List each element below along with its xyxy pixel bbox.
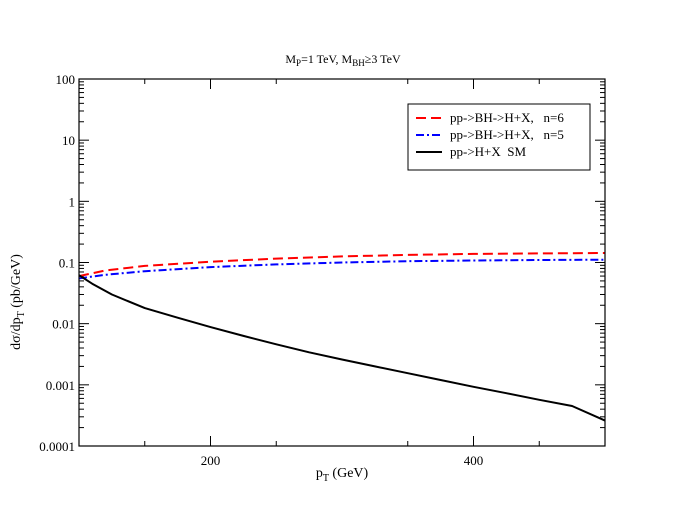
y-tick-label: 1 <box>69 194 76 209</box>
x-axis-label: pT (GeV) <box>316 466 369 484</box>
legend-box <box>407 103 591 171</box>
legend-label-n6: pp->BH->H+X, n=6 <box>450 110 564 125</box>
x-tick-label: 200 <box>201 453 221 468</box>
y-axis-label: dσ/dpT (pb/GeV) <box>9 254 27 350</box>
series-line-sm <box>78 274 606 422</box>
series-line-n6 <box>78 252 606 278</box>
plot-frame <box>78 78 606 447</box>
y-tick-label: 0.001 <box>46 378 75 393</box>
legend-label-n5: pp->BH->H+X, n=5 <box>450 127 564 142</box>
legend: pp->BH->H+X, n=6 pp->BH->H+X, n=5 pp->H+… <box>407 103 591 171</box>
x-tick-label: 400 <box>464 453 484 468</box>
chart-title: MP=1 TeV, MBH≥3 TeV <box>285 52 401 68</box>
y-tick-label: 0.1 <box>59 256 75 271</box>
y-tick-label: 0.0001 <box>39 439 75 454</box>
y-tick-label: 100 <box>56 72 76 87</box>
series-line-n5 <box>78 258 606 280</box>
y-tick-label: 10 <box>62 133 75 148</box>
legend-label-sm: pp->H+X SM <box>450 144 526 159</box>
y-tick-label: 0.01 <box>52 317 75 332</box>
